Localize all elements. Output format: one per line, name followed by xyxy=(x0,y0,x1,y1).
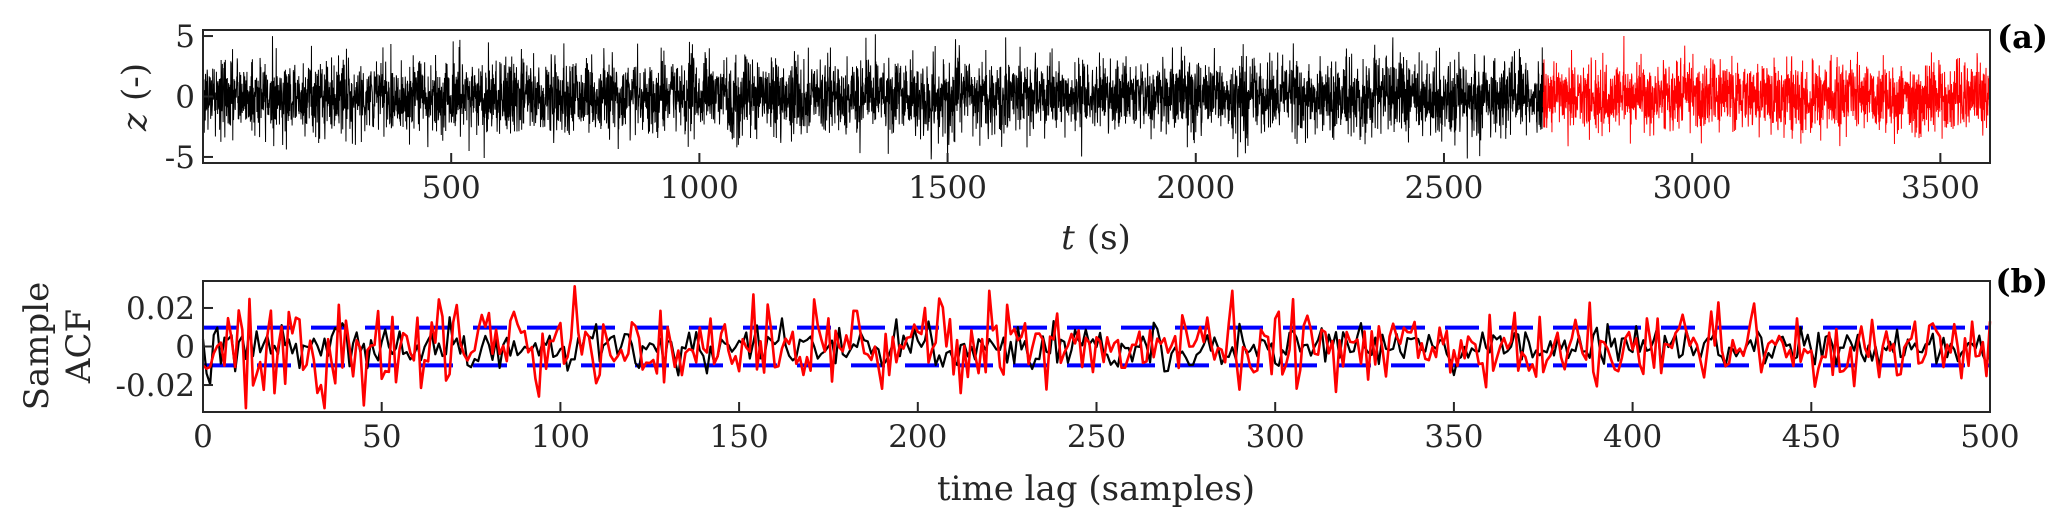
panel-b-x-tick-label: 200 xyxy=(888,419,947,455)
panel-a-x-tick-label: 2000 xyxy=(1156,170,1235,206)
panel-a-x-tick-label: 500 xyxy=(422,170,481,206)
panel-b-y-tick-label: -0.02 xyxy=(116,368,196,404)
panel-a-y-label-unit: (-) xyxy=(115,63,155,101)
panel-b-y-label: Sample ACF xyxy=(17,282,99,411)
panel-b-label: (b) xyxy=(1995,262,2048,300)
panel-b-series xyxy=(201,284,1992,410)
panel-b-y-tick-label: 0 xyxy=(175,330,195,366)
panel-b-x-tick-label: 50 xyxy=(362,419,401,455)
panel-a-series-line-1 xyxy=(1542,36,1991,147)
panel-a-y-tick-label: -5 xyxy=(165,140,195,176)
panel-a: 500 1000 1500 2000 2500 3000 3500 -5 0 5 t (s) z… xyxy=(115,18,2048,258)
panel-b-y-tick-label: 0.02 xyxy=(126,291,195,327)
panel-a-x-tick-label: 3000 xyxy=(1653,170,1732,206)
panel-b-x-tick-label: 350 xyxy=(1424,419,1483,455)
panel-a-y-ticks: -5 0 5 xyxy=(165,19,213,176)
panel-b-x-tick-label: 250 xyxy=(1067,419,1126,455)
panel-a-label: (a) xyxy=(1997,18,2048,56)
panel-b-x-tick-label: 150 xyxy=(710,419,769,455)
panel-a-y-label: z (-) xyxy=(115,63,155,132)
panel-b-x-ticks: 0 50 100 150 200 250 300 350 400 450 500 xyxy=(193,402,2020,455)
panel-b: 0 50 100 150 200 250 300 350 400 450 500 -0.0200.0… xyxy=(17,262,2048,509)
panel-a-x-tick-label: 2500 xyxy=(1405,170,1484,206)
panel-b-x-tick-label: 100 xyxy=(531,419,590,455)
panel-a-y-tick-label: 5 xyxy=(175,19,195,55)
panel-b-x-label: time lag (samples) xyxy=(937,469,1255,509)
panel-b-x-tick-label: 450 xyxy=(1782,419,1841,455)
panel-a-x-label-var: t xyxy=(1061,218,1075,258)
panel-a-series-line-0 xyxy=(202,34,1544,160)
panel-a-series xyxy=(202,34,1991,160)
panel-a-y-label-var: z xyxy=(115,112,155,132)
panel-b-x-tick-label: 300 xyxy=(1246,419,1305,455)
panel-a-x-label-unit: (s) xyxy=(1087,218,1131,258)
panel-b-y-label-line2: ACF xyxy=(59,309,99,384)
panel-a-x-tick-label: 1500 xyxy=(908,170,987,206)
panel-b-acf-line-1 xyxy=(202,284,1992,410)
panel-a-x-ticks: 500 1000 1500 2000 2500 3000 3500 xyxy=(422,153,1980,206)
panel-a-x-label: t (s) xyxy=(1061,218,1131,258)
panel-b-x-tick-label: 500 xyxy=(1960,419,2019,455)
panel-b-x-tick-label: 0 xyxy=(193,419,213,455)
panel-a-x-tick-label: 1000 xyxy=(660,170,739,206)
panel-b-y-label-line1: Sample xyxy=(17,282,57,411)
panel-a-y-tick-label: 0 xyxy=(175,80,195,116)
panel-a-x-tick-label: 3500 xyxy=(1901,170,1980,206)
panel-b-x-tick-label: 400 xyxy=(1603,419,1662,455)
